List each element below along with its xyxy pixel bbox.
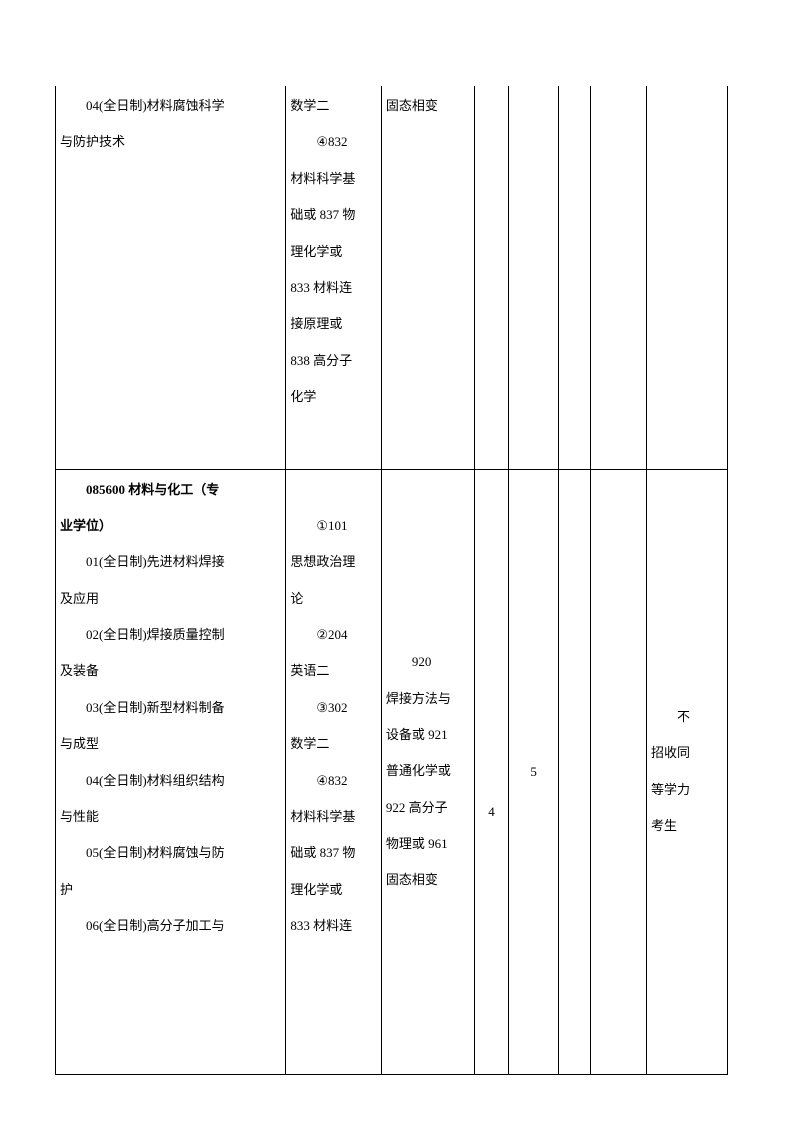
- r2c2-line4: ②204: [286, 617, 381, 653]
- r2c2-line5: 英语二: [286, 653, 381, 689]
- r1c2-line1: 数学二: [286, 88, 381, 124]
- r2c2-line8: ④832: [286, 763, 381, 799]
- r2c2-line10: 础或 837 物: [286, 835, 381, 871]
- r2c1-title1: 085600 材料与化工（专: [56, 472, 285, 508]
- r2c3-line6: 物理或 961: [382, 826, 474, 862]
- r1c1-line1: 04(全日制)材料腐蚀科学: [56, 88, 285, 124]
- r2c4-value: 4: [488, 804, 495, 820]
- r2c1-item3b: 与成型: [56, 726, 285, 762]
- r2c2-line7: 数学二: [286, 726, 381, 762]
- r2c1-item6a: 06(全日制)高分子加工与: [56, 908, 285, 944]
- cell-r1-c3: 固态相变: [381, 86, 474, 469]
- r1c3-line1: 固态相变: [382, 88, 474, 124]
- r2c8-line2: 招收同: [651, 735, 723, 771]
- cell-r1-c4: [475, 86, 509, 469]
- cell-r2-c2: ①101 思想政治理 论 ②204 英语二 ③302 数学二 ④832 材料科学…: [286, 469, 382, 1074]
- r1c2-line9: 化学: [286, 379, 381, 415]
- r2c2-line3: 论: [286, 581, 381, 617]
- r2c2-line11: 理化学或: [286, 872, 381, 908]
- r1c2-line8: 838 高分子: [286, 343, 381, 379]
- r2c2-line1: ①101: [286, 508, 381, 544]
- r2c2-line6: ③302: [286, 690, 381, 726]
- r2c1-item5a: 05(全日制)材料腐蚀与防: [56, 835, 285, 871]
- r2c1-title2: 业学位）: [56, 508, 285, 544]
- cell-r2-c6: [559, 469, 590, 1074]
- r2c1-item1a: 01(全日制)先进材料焊接: [56, 544, 285, 580]
- r2c1-item1b: 及应用: [56, 581, 285, 617]
- table-container: 04(全日制)材料腐蚀科学 与防护技术 数学二 ④832 材料科学基 础或 83…: [55, 86, 728, 1075]
- r1c2-line5: 理化学或: [286, 234, 381, 270]
- r2c3-line2: 焊接方法与: [382, 681, 474, 717]
- r2c1-item2a: 02(全日制)焊接质量控制: [56, 617, 285, 653]
- r2c8-line4: 考生: [651, 808, 723, 844]
- r1c2-line2: ④832: [286, 124, 381, 160]
- r2c1-item5b: 护: [56, 872, 285, 908]
- table-row-1: 04(全日制)材料腐蚀科学 与防护技术 数学二 ④832 材料科学基 础或 83…: [56, 86, 728, 469]
- cell-r1-c5: [508, 86, 559, 469]
- r2c3-line4: 普通化学或: [382, 753, 474, 789]
- r2c2-line9: 材料科学基: [286, 799, 381, 835]
- r2c3-line7: 固态相变: [382, 862, 474, 898]
- r2c8-line3: 等学力: [651, 772, 723, 808]
- cell-r1-c6: [559, 86, 590, 469]
- cell-r2-c4: 4: [475, 469, 509, 1074]
- r2c3-line3: 设备或 921: [382, 717, 474, 753]
- r2c1-item3a: 03(全日制)新型材料制备: [56, 690, 285, 726]
- cell-r1-c1: 04(全日制)材料腐蚀科学 与防护技术: [56, 86, 286, 469]
- r2c1-item4a: 04(全日制)材料组织结构: [56, 763, 285, 799]
- r1c2-line7: 接原理或: [286, 306, 381, 342]
- cell-r2-c8: 不 招收同 等学力 考生: [647, 469, 728, 1074]
- r1c2-line6: 833 材料连: [286, 270, 381, 306]
- cell-r2-c5: 5: [508, 469, 559, 1074]
- r2c3-line1: 920: [382, 644, 474, 680]
- r2c5-value: 5: [530, 764, 537, 780]
- r2c3-line5: 922 高分子: [382, 790, 474, 826]
- cell-r1-c8: [647, 86, 728, 469]
- table-row-2: 085600 材料与化工（专 业学位） 01(全日制)先进材料焊接 及应用 02…: [56, 469, 728, 1074]
- r2c2-line2: 思想政治理: [286, 544, 381, 580]
- r1c1-line2: 与防护技术: [56, 124, 285, 160]
- r1c2-line3: 材料科学基: [286, 161, 381, 197]
- r2c1-item4b: 与性能: [56, 799, 285, 835]
- r2c8-line1: 不: [651, 699, 723, 735]
- cell-r2-c1: 085600 材料与化工（专 业学位） 01(全日制)先进材料焊接 及应用 02…: [56, 469, 286, 1074]
- r2c2-line12: 833 材料连: [286, 908, 381, 944]
- r2c1-item2b: 及装备: [56, 653, 285, 689]
- cell-r2-c3: 920 焊接方法与 设备或 921 普通化学或 922 高分子 物理或 961 …: [381, 469, 474, 1074]
- cell-r1-c2: 数学二 ④832 材料科学基 础或 837 物 理化学或 833 材料连 接原理…: [286, 86, 382, 469]
- cell-r2-c7: [590, 469, 646, 1074]
- cell-r1-c7: [590, 86, 646, 469]
- data-table: 04(全日制)材料腐蚀科学 与防护技术 数学二 ④832 材料科学基 础或 83…: [55, 86, 728, 1075]
- r1c2-line4: 础或 837 物: [286, 197, 381, 233]
